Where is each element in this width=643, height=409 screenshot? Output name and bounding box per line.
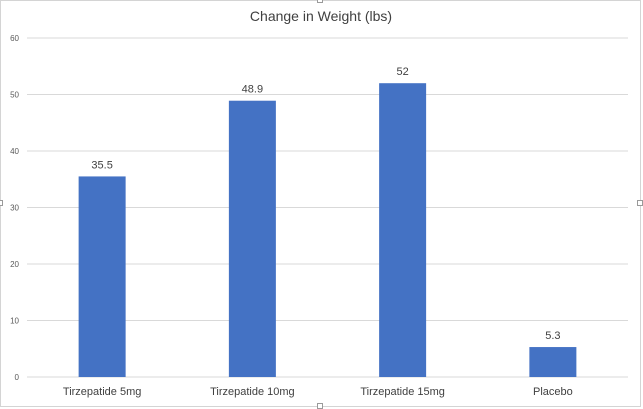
- x-category-label: Placebo: [533, 386, 573, 398]
- bar-value-label: 5.3: [545, 330, 560, 342]
- y-tick-label: 50: [10, 91, 19, 100]
- bars: [78, 83, 577, 377]
- x-category-label: Tirzepatide 15mg: [360, 386, 445, 398]
- bar-value-label: 48.9: [242, 84, 263, 96]
- data-labels: 35.5 48.9 52 5.3: [91, 66, 560, 342]
- bar-value-label: 52: [397, 66, 409, 78]
- x-category-label: Tirzepatide 5mg: [63, 386, 141, 398]
- y-tick-label: 60: [10, 34, 19, 43]
- bar[interactable]: [78, 176, 126, 377]
- x-category-label: Tirzepatide 10mg: [210, 386, 295, 398]
- chart-title: Change in Weight (lbs): [250, 8, 392, 24]
- gridlines: [27, 37, 628, 378]
- bar[interactable]: [228, 100, 276, 377]
- x-axis-labels: Tirzepatide 5mg Tirzepatide 10mg Tirzepati…: [63, 386, 573, 398]
- y-tick-label: 10: [10, 317, 19, 326]
- resize-handle-top[interactable]: [317, 0, 323, 3]
- y-tick-label: 0: [15, 373, 20, 382]
- y-tick-label: 40: [10, 147, 19, 156]
- bar[interactable]: [529, 347, 577, 377]
- y-tick-label: 30: [10, 204, 19, 213]
- bar-value-label: 35.5: [91, 159, 112, 171]
- y-tick-label: 20: [10, 260, 19, 269]
- y-axis-ticks: 0 10 20 30 40 50 60: [10, 34, 19, 382]
- resize-handle-left[interactable]: [0, 200, 3, 206]
- bar[interactable]: [379, 83, 427, 377]
